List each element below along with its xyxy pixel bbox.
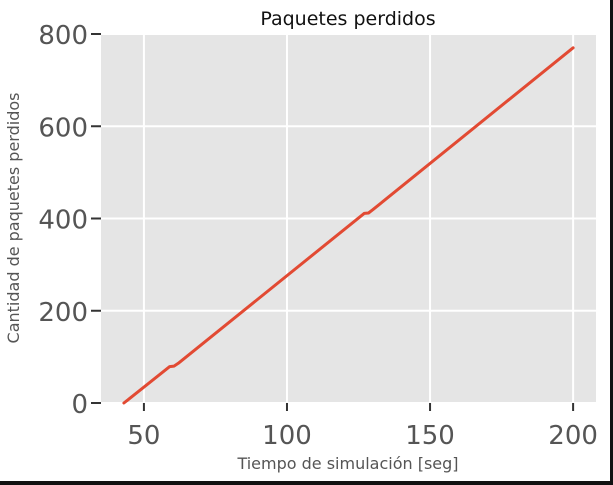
y-tick-label: 200 — [38, 298, 88, 328]
x-tick-label: 150 — [405, 421, 455, 451]
axis-ticks — [91, 33, 575, 411]
chart-title: Paquetes perdidos — [260, 8, 435, 30]
series-line — [122, 46, 575, 405]
y-tick-label: 400 — [38, 206, 88, 236]
x-tick-label: 50 — [127, 421, 160, 451]
y-tick-label: 0 — [71, 390, 88, 420]
x-axis-label: Tiempo de simulación [seg] — [236, 454, 458, 473]
grid-lines — [101, 33, 596, 404]
x-tick-label: 100 — [262, 421, 312, 451]
data-series — [122, 46, 575, 405]
y-tick-label: 800 — [38, 21, 88, 51]
x-tick-label: 200 — [548, 421, 598, 451]
tick-labels: 50 100 150 200 0 200 400 600 800 — [38, 21, 598, 451]
y-axis-label: Cantidad de paquetes perdidos — [4, 93, 23, 344]
y-tick-label: 600 — [38, 113, 88, 143]
